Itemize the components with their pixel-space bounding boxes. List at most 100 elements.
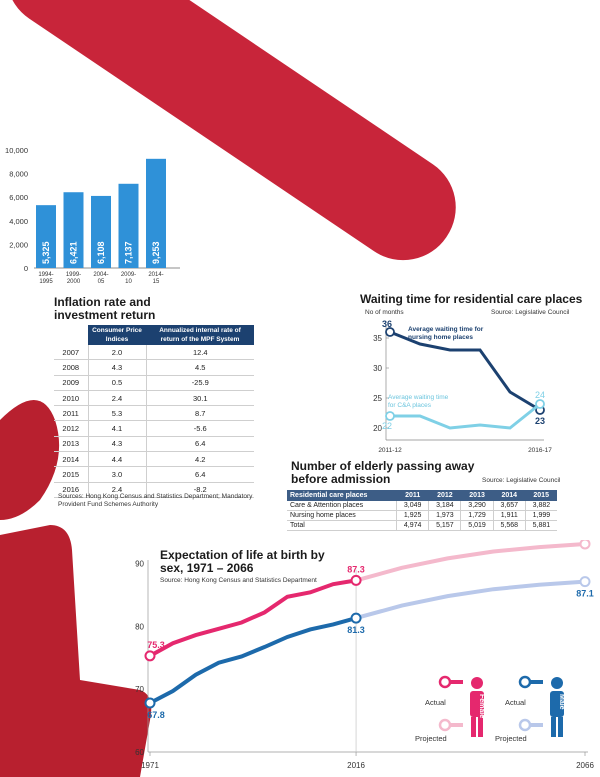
wait-x-tick: 2011-12 [378, 447, 402, 454]
male-figure-leg-icon [551, 717, 556, 737]
male-figure-head-icon [551, 677, 563, 689]
inflation-mpf-cell: 8.7 [145, 405, 254, 422]
wait-x-tick: 2016-17 [528, 447, 552, 454]
inflation-year-cell: 2012 [54, 420, 88, 437]
wait-label-ca-end: 24 [535, 390, 545, 400]
bar-x-tick: 1999- [66, 272, 81, 278]
life-point-end [579, 576, 591, 588]
expenditure-bar-value: 6,108 [96, 241, 106, 264]
life-label-female-1971: 75.3 [147, 640, 165, 650]
inflation-mpf-cell: 4.5 [145, 359, 254, 376]
inflation-cpi-cell: 2.4 [87, 482, 146, 498]
life-point-2016 [350, 574, 362, 586]
female-projected-line [355, 541, 586, 583]
life-expectancy-chart: 9080706019712016206675.387.393.167.881.3… [135, 540, 594, 770]
elderly-value-cell: 1,729 [460, 510, 494, 521]
life-label-male-2066: 87.1 [576, 589, 594, 599]
female-figure-leg-icon [478, 717, 483, 737]
elderly-title: Number of elderly passing away before ad… [291, 459, 475, 486]
expenditure-bar [36, 205, 56, 268]
female-legend-actual-marker [438, 675, 452, 689]
elderly-value-cell: 5,568 [492, 520, 526, 531]
inflation-year-cell: 2010 [54, 390, 88, 407]
male-legend-projected-text: Projected [495, 734, 527, 743]
bar-x-tick-line2: 05 [98, 279, 105, 285]
inflation-cpi-cell: 5.3 [87, 405, 146, 422]
waiting-title: Waiting time for residential care places [360, 292, 583, 306]
elderly-value-cell: 1,911 [492, 510, 526, 521]
bar-y-tick: 2,000 [9, 240, 28, 249]
elderly-row-label: Nursing home places [287, 510, 397, 521]
life-x-tick: 2066 [576, 761, 594, 770]
inflation-mpf-cell: 6.4 [145, 466, 254, 483]
life-x-tick: 2016 [347, 761, 365, 770]
bar-y-tick: 8,000 [9, 170, 28, 179]
male-legend-actual-text: Actual [505, 698, 526, 707]
female-figure-leg-icon [471, 717, 476, 737]
expenditure-bar [146, 158, 166, 268]
inflation-header-mpf: Annualized internal rate of return of th… [146, 325, 254, 345]
expenditure-bar [63, 192, 84, 268]
inflation-row: 2015 3.0 6.4 [54, 466, 254, 483]
elderly-header-year: 2013 [460, 490, 494, 501]
inflation-year-cell: 2016 [54, 482, 88, 498]
elderly-table: Residential care places 2011 2012 2013 2014 2… [287, 490, 557, 531]
inflation-mpf-cell: 12.4 [145, 345, 254, 361]
female-figure-label: Female [478, 694, 485, 718]
inflation-mpf-cell: -25.9 [145, 375, 254, 391]
male-legend-projected-marker [518, 718, 532, 732]
bar-x-tick-line2: 10 [125, 279, 132, 285]
life-source: Source: Hong Kong Census and Statistics … [160, 577, 317, 584]
life-label-male-1971: 67.8 [147, 710, 165, 720]
elderly-value-cell: 3,882 [524, 501, 557, 511]
inflation-title: Inflation rate and investment return [54, 295, 156, 322]
expenditure-bar [118, 183, 139, 268]
wait-y-tick: 20 [373, 424, 382, 433]
elderly-value-cell: 5,881 [524, 520, 557, 531]
elderly-value-cell: 3,290 [460, 501, 494, 511]
bar-x-tick-line2: 1995 [39, 279, 53, 285]
life-point-start [144, 650, 156, 662]
inflation-cpi-cell: 4.3 [87, 359, 146, 376]
female-actual-line [149, 578, 357, 658]
inflation-row: 2013 4.3 6.4 [54, 436, 254, 453]
male-projected-line [355, 579, 586, 621]
inflation-row: 2008 4.3 4.5 [54, 359, 254, 376]
life-label-male-2016: 81.3 [347, 625, 365, 635]
life-point-start [144, 697, 156, 709]
bar-y-tick: 4,000 [9, 217, 28, 226]
elderly-value-cell: 5,157 [428, 520, 461, 531]
inflation-row: 2016 2.4 -8.2 [54, 482, 254, 498]
bar-x-tick-line2: 15 [153, 279, 160, 285]
inflation-table: Consumer Price Indices Annualized intern… [54, 325, 254, 498]
wait-y-tick: 30 [373, 364, 382, 373]
bar-x-tick: 2009- [121, 272, 136, 278]
elderly-header-year: 2011 [396, 490, 429, 501]
inflation-row: 2007 2.0 12.4 [54, 345, 254, 361]
waiting-source: Source: Legislative Council [491, 309, 570, 316]
life-title: Expectation of life at birth by sex, 197… [160, 548, 325, 575]
inflation-mpf-cell: 4.2 [145, 451, 254, 468]
inflation-cpi-cell: 3.0 [87, 466, 146, 483]
inflation-row: 2014 4.4 4.2 [54, 451, 254, 468]
wait-label-nursing-end: 23 [535, 416, 545, 426]
expenditure-bar [91, 195, 111, 268]
expenditure-bar-value: 6,421 [69, 241, 79, 264]
male-figure-leg-icon [558, 717, 563, 737]
waiting-line-chart: 35 30 25 20 2011-12 2016-17 36 23 22 24 Average wa… [373, 319, 552, 454]
life-y-tick: 90 [135, 559, 144, 568]
life-point-end [579, 540, 591, 550]
wheelchair-person-illustration [0, 400, 152, 777]
female-legend-projected-text: Projected [415, 734, 447, 743]
inflation-year-cell: 2015 [54, 466, 88, 483]
elderly-row-label: Total [287, 520, 397, 531]
bar-x-tick-line2: 2000 [67, 279, 81, 285]
male-legend-actual-marker [518, 675, 532, 689]
male-figure-label: Male [558, 694, 565, 710]
inflation-source: Sources: Hong Kong Census and Statistics… [58, 493, 253, 508]
waiting-ylabel: No of months [365, 309, 404, 316]
elderly-value-cell: 3,657 [492, 501, 526, 511]
inflation-row: 2011 5.3 8.7 [54, 405, 254, 422]
inflation-mpf-cell: 30.1 [145, 390, 254, 407]
